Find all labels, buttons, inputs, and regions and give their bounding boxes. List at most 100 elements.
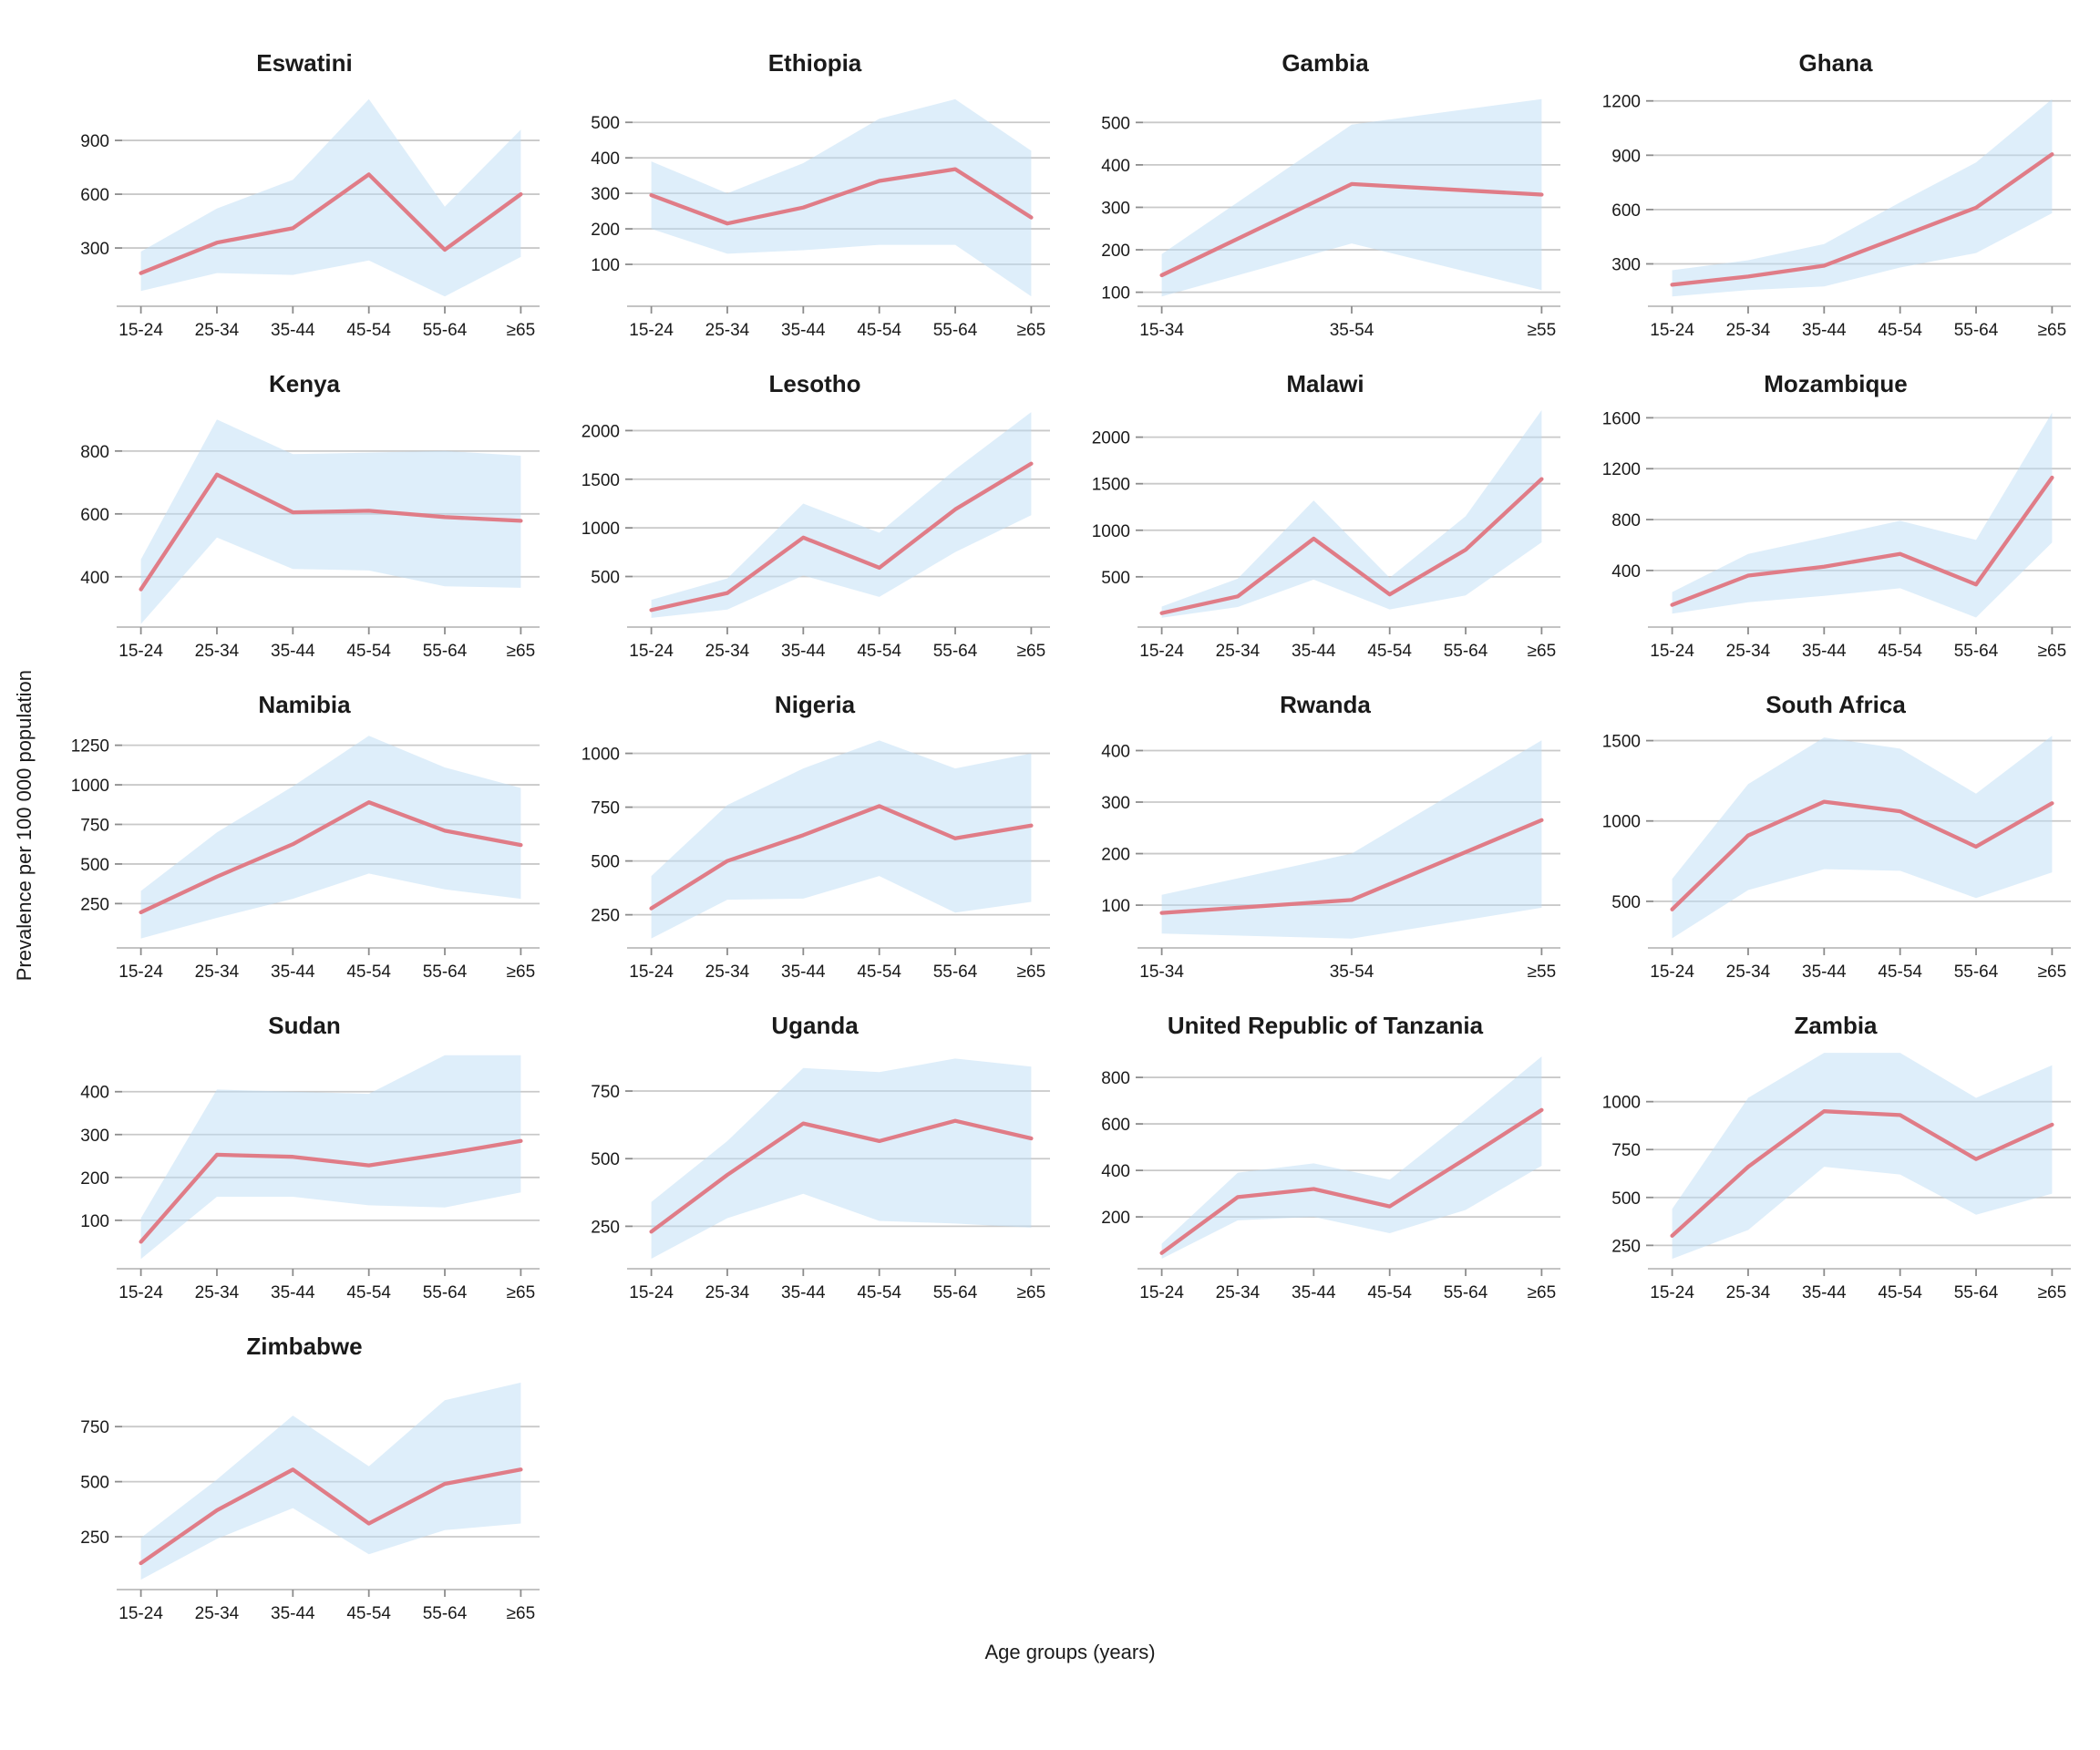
panel-plot: 500 1000 1500 15-24 25-34 35-44 45-54 55-64 ≥65: [1602, 733, 2071, 982]
y-tick-label: 300: [1101, 794, 1130, 813]
x-tick-label: 35-44: [1802, 1283, 1847, 1302]
x-tick-label: ≥65: [1017, 321, 1046, 340]
x-tick-label: ≥65: [507, 962, 536, 982]
x-tick-label: 45-54: [1367, 1283, 1412, 1302]
y-tick-label: 600: [80, 506, 109, 525]
panel-plot: 250 500 750 1000 15-24 25-34 35-44 45-54 55-64 ≥6…: [582, 740, 1050, 982]
y-tick-label: 200: [591, 221, 620, 240]
y-tick-label: 2000: [582, 422, 620, 441]
x-tick-label: 35-44: [271, 321, 315, 340]
y-tick-label: 1250: [71, 737, 109, 757]
x-tick-label: ≥65: [1528, 1283, 1557, 1302]
confidence-band: [140, 98, 521, 297]
panel-title-wrap: Malawi: [1070, 345, 1580, 401]
chart-panel: Zimbabwe 250 500 750 15-24 25-34 35-44 45-54 55…: [49, 1307, 560, 1628]
prevalence-line: [139, 800, 523, 915]
y-tick-label: 300: [80, 240, 109, 259]
panel-plot: 300 600 900 15-24 25-34 35-44 45-54 55-64 ≥65: [80, 98, 540, 340]
x-tick-label: ≥65: [2038, 1283, 2067, 1302]
x-tick-label: ≥65: [507, 1283, 536, 1302]
x-tick-label: ≥65: [507, 642, 536, 661]
y-tick-label: 1500: [1092, 476, 1130, 495]
panel-title: Nigeria: [774, 690, 856, 718]
x-tick-label: 55-64: [933, 962, 978, 982]
x-tick-label: ≥65: [2038, 642, 2067, 661]
x-tick-label: 25-34: [705, 321, 750, 340]
confidence-band: [1672, 1053, 2053, 1260]
y-tick-label: 800: [80, 443, 109, 462]
panel-plot: 100 200 300 400 15-34 35-54 ≥55: [1101, 740, 1560, 982]
x-tick-label: 35-44: [1292, 1283, 1336, 1302]
x-tick-label: 35-44: [781, 321, 826, 340]
panel-title: Rwanda: [1280, 690, 1371, 718]
confidence-band: [140, 419, 521, 624]
x-tick-label: ≥65: [1017, 1283, 1046, 1302]
x-tick-label: 55-64: [933, 321, 978, 340]
prevalence-line: [1159, 1107, 1544, 1255]
panel-title-wrap: Kenya: [49, 345, 560, 401]
x-tick-label: 25-34: [195, 962, 240, 982]
x-tick-label: 35-54: [1330, 962, 1374, 982]
y-tick-label: 1500: [1602, 733, 1641, 752]
x-tick-label: 15-34: [1139, 962, 1184, 982]
x-tick-label: 35-44: [781, 1283, 826, 1302]
panel-title: Namibia: [258, 690, 351, 718]
panel-title: Sudan: [268, 1011, 341, 1039]
x-tick-label: 55-64: [933, 642, 978, 661]
panel-plot: 250 500 750 15-24 25-34 35-44 45-54 55-64 ≥65: [591, 1058, 1050, 1302]
y-tick-label: 500: [1101, 114, 1130, 133]
x-tick-label: 15-24: [1650, 642, 1694, 661]
x-tick-label: ≥55: [1528, 962, 1557, 982]
y-tick-label: 1000: [71, 777, 109, 796]
y-tick-label: 1000: [582, 520, 620, 539]
chart-panel: Gambia 100 200 300 400 500 15-34 35-54 ≥55: [1070, 24, 1580, 345]
x-tick-label: 15-24: [629, 321, 674, 340]
x-tick-label: 25-34: [705, 962, 750, 982]
y-axis-label-strip: Prevalence per 100 000 population: [0, 24, 49, 1628]
x-tick-label: 55-64: [1954, 642, 1999, 661]
y-tick-label: 1000: [1602, 813, 1641, 832]
x-tick-label: 25-34: [1216, 642, 1261, 661]
x-tick-label: 25-34: [1726, 321, 1771, 340]
x-tick-label: 45-54: [346, 1283, 391, 1302]
y-tick-label: 500: [591, 1150, 620, 1169]
x-tick-label: ≥55: [1528, 321, 1557, 340]
panel-plot: 300 600 900 1200 15-24 25-34 35-44 45-54 55-64 ≥6…: [1602, 93, 2071, 340]
x-tick-label: 25-34: [195, 1283, 240, 1302]
prevalence-line: [139, 472, 523, 592]
y-tick-label: 1000: [1602, 1094, 1641, 1113]
x-tick-label: 35-44: [1802, 321, 1847, 340]
panel-title-wrap: Ethiopia: [560, 24, 1070, 80]
y-tick-label: 250: [80, 895, 109, 914]
panel-plot: 400 800 1200 1600 15-24 25-34 35-44 45-54 55-64 ≥…: [1602, 409, 2071, 661]
y-tick-label: 400: [1101, 1162, 1130, 1181]
prevalence-line: [1159, 818, 1544, 915]
x-tick-label: 25-34: [195, 321, 240, 340]
chart-panel: Namibia 250 500 750 1000 1250 15-24 25-34 35-44…: [49, 665, 560, 986]
x-tick-label: 45-54: [1878, 642, 1922, 661]
prevalence-line: [139, 1467, 523, 1566]
chart-panel: Ethiopia 100 200 300 400 500 15-24 25-34 35-44 4…: [560, 24, 1070, 345]
panel-plot: 500 1000 1500 2000 15-24 25-34 35-44 45-54 55-64…: [582, 412, 1050, 661]
x-tick-label: ≥65: [2038, 962, 2067, 982]
x-tick-label: 15-24: [118, 1283, 163, 1302]
panel-plot: 500 1000 1500 2000 15-24 25-34 35-44 45-54 55-64…: [1092, 410, 1560, 661]
prevalence-line: [1670, 152, 2054, 287]
x-tick-label: 35-44: [271, 962, 315, 982]
panel-plot: 100 200 300 400 500 15-34 35-54 ≥55: [1101, 98, 1560, 340]
confidence-band: [651, 412, 1032, 618]
x-tick-label: 55-64: [933, 1283, 978, 1302]
y-tick-label: 400: [80, 1084, 109, 1103]
chart-panel: Ghana 300 600 900 1200 15-24 25-34 35-44 45-54 5…: [1580, 24, 2091, 345]
panel-title: Uganda: [771, 1011, 859, 1039]
x-tick-label: 45-54: [857, 962, 901, 982]
panel-title-wrap: Uganda: [560, 986, 1070, 1043]
y-tick-label: 500: [80, 856, 109, 875]
panel-title-wrap: Namibia: [49, 665, 560, 722]
y-tick-label: 300: [1101, 199, 1130, 218]
panel-title: Eswatini: [256, 48, 353, 77]
prevalence-line: [1159, 477, 1544, 615]
x-tick-label: 55-64: [423, 642, 468, 661]
chart-panel: South Africa 500 1000 1500 15-24 25-34 35-44 4…: [1580, 665, 2091, 986]
x-tick-label: 35-44: [781, 642, 826, 661]
